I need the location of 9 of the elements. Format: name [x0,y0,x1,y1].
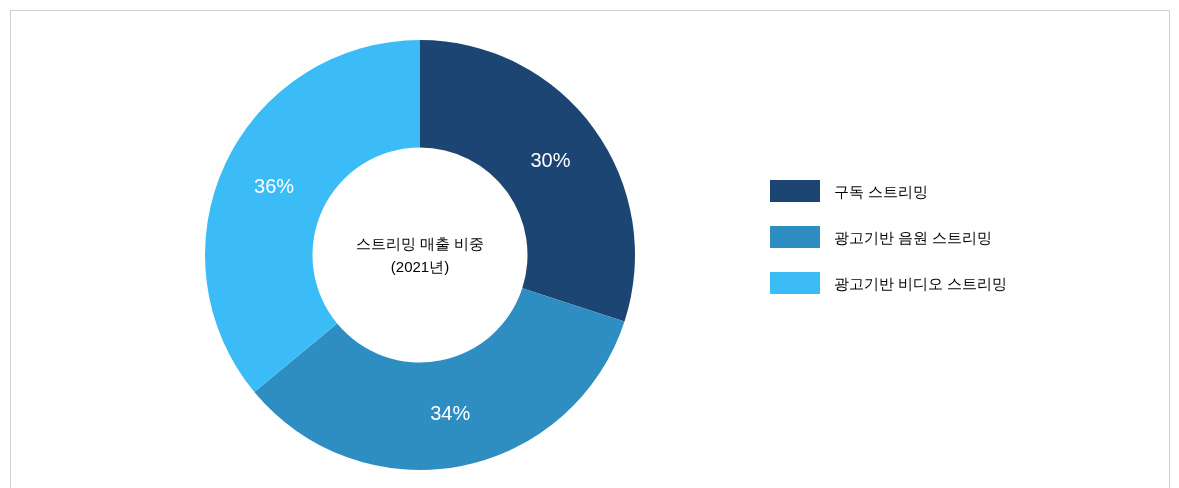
legend-label: 광고기반 비디오 스트리밍 [834,275,1008,292]
data-label: 34% [430,402,471,425]
data-label: 36% [254,175,295,198]
text: (2021년) [390,258,450,275]
legend-label: 구독 스트리밍 [834,183,929,200]
text: 스트리밍 매출 비중 [355,235,485,252]
data-label: 30% [530,149,571,172]
donut-slice [254,288,625,470]
legend-label: 광고기반 음원 스트리밍 [834,229,993,246]
